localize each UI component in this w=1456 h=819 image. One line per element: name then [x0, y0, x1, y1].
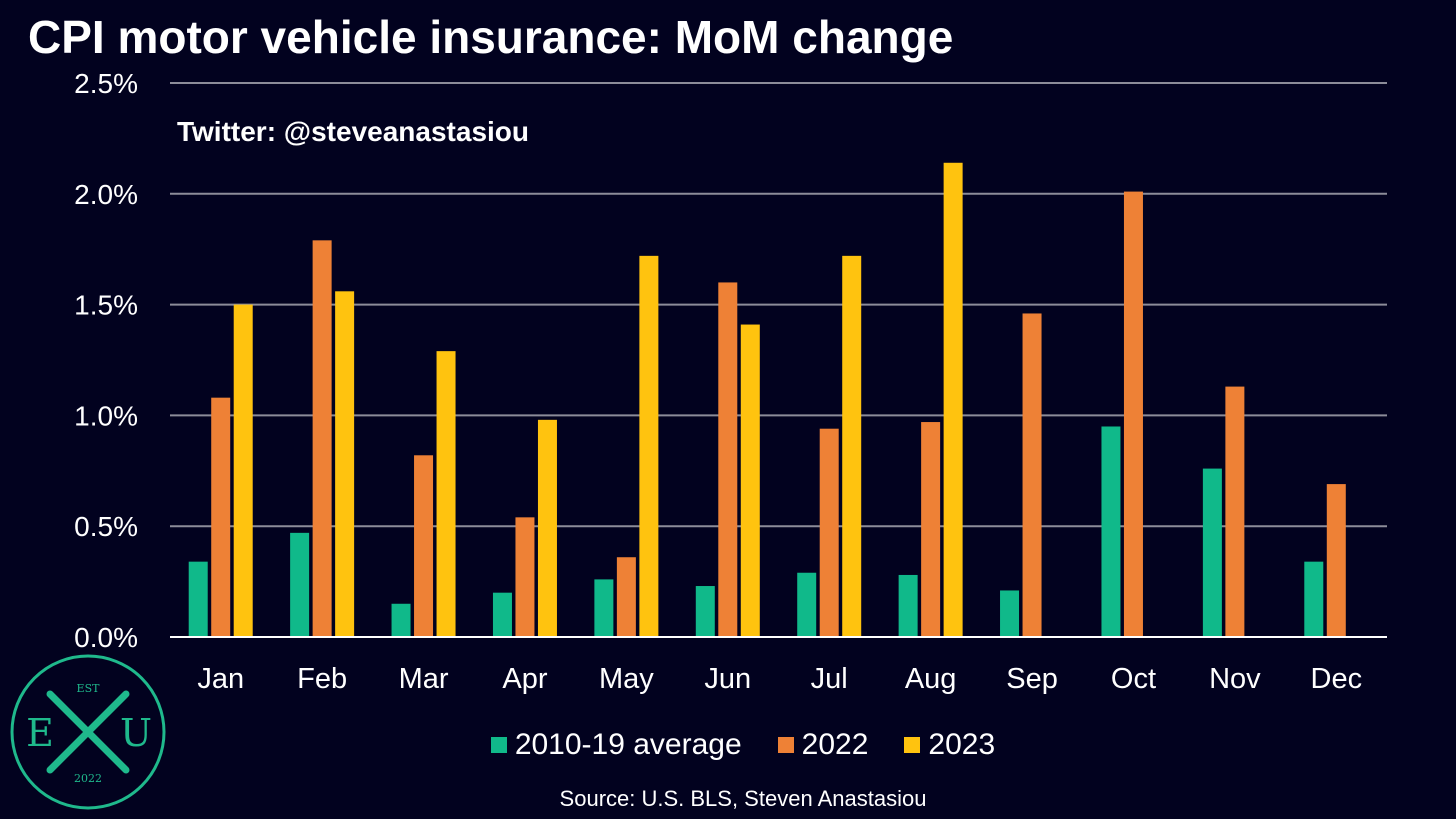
y-tick-label: 1.5%: [74, 290, 138, 321]
bar-oct-2022: [1123, 191, 1143, 638]
bar-apr-2023: [537, 419, 557, 637]
x-tick-label: Apr: [502, 663, 547, 695]
bar-dec-2022: [1326, 484, 1346, 637]
bar-jul-2010-19-average: [797, 572, 817, 637]
y-axis-ticks: 0.0% 0.5% 1.0% 1.5% 2.0% 2.5%: [74, 68, 138, 653]
bar-dec-2010-19-average: [1304, 561, 1324, 637]
y-tick-label: 0.5%: [74, 511, 138, 542]
y-tick-label: 0.0%: [74, 622, 138, 653]
x-tick-label: Jun: [704, 663, 751, 695]
bar-jan-2022: [211, 397, 231, 637]
bar-aug-2023: [943, 162, 963, 637]
x-tick-label: Jul: [811, 663, 848, 695]
x-tick-label: Dec: [1311, 663, 1363, 695]
x-tick-label: Aug: [905, 663, 957, 695]
twitter-handle: Twitter: @steveanastasiou: [177, 116, 529, 147]
bar-oct-2010-19-average: [1101, 426, 1121, 637]
legend-swatch-2022: [777, 737, 794, 753]
legend-item-avg: 2010-19 average: [490, 728, 742, 762]
legend-label-2022: 2022: [801, 728, 869, 761]
bar-jan-2010-19-average: [188, 561, 208, 637]
bar-may-2022: [616, 557, 636, 637]
legend-label-avg: 2010-19 average: [514, 728, 742, 761]
bar-sep-2010-19-average: [1000, 590, 1020, 637]
y-tick-label: 2.0%: [74, 179, 138, 210]
x-tick-label: May: [599, 663, 654, 695]
bar-jan-2023: [233, 304, 253, 637]
bar-feb-2023: [335, 291, 355, 637]
bars: [188, 162, 1346, 638]
chart-title: CPI motor vehicle insurance: MoM change: [28, 11, 954, 63]
logo-e: E: [26, 711, 54, 755]
bar-jun-2023: [740, 324, 760, 637]
legend: 2010-19 average 2022 2023: [0, 728, 1456, 762]
y-tick-label: 2.5%: [74, 68, 138, 99]
bar-feb-2022: [312, 240, 332, 637]
x-tick-label: Oct: [1111, 663, 1156, 695]
bar-nov-2022: [1225, 386, 1245, 637]
bar-mar-2022: [414, 455, 434, 637]
bar-sep-2022: [1022, 313, 1042, 637]
bar-mar-2010-19-average: [391, 603, 411, 637]
bar-may-2023: [639, 255, 659, 637]
bar-may-2010-19-average: [594, 579, 614, 637]
bar-mar-2023: [436, 351, 456, 637]
bar-jun-2010-19-average: [695, 586, 715, 637]
logo-u: U: [120, 711, 152, 755]
y-tick-label: 1.0%: [74, 400, 138, 431]
x-tick-label: Nov: [1209, 663, 1261, 695]
bar-apr-2022: [515, 517, 535, 637]
bar-aug-2022: [921, 422, 941, 637]
x-axis-ticks: Jan Feb Mar Apr May Jun Jul Aug Sep Oct Nov Dec: [197, 663, 1362, 695]
x-tick-label: Jan: [197, 663, 244, 695]
legend-label-2023: 2023: [928, 728, 996, 761]
legend-swatch-2023: [904, 737, 921, 753]
x-tick-label: Feb: [297, 663, 347, 695]
exu-logo: EST E U 2022: [10, 654, 166, 810]
legend-item-2022: 2022: [777, 728, 869, 762]
bar-apr-2010-19-average: [492, 592, 512, 637]
logo-est: EST: [77, 682, 101, 695]
x-tick-label: Mar: [399, 663, 449, 695]
bar-jul-2023: [842, 255, 862, 637]
bar-jun-2022: [718, 282, 738, 637]
logo-year: 2022: [74, 772, 102, 785]
bar-aug-2010-19-average: [898, 574, 918, 637]
gridlines: [170, 82, 1387, 528]
source-note: Source: U.S. BLS, Steven Anastasiou: [559, 786, 927, 811]
bar-feb-2010-19-average: [290, 532, 310, 637]
bar-jul-2022: [819, 428, 839, 637]
legend-swatch-avg: [490, 737, 507, 753]
bar-nov-2010-19-average: [1202, 468, 1222, 637]
legend-item-2023: 2023: [904, 728, 995, 762]
x-tick-label: Sep: [1006, 663, 1058, 695]
